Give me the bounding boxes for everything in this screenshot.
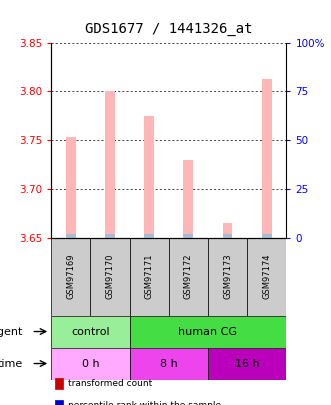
Text: 16 h: 16 h xyxy=(235,358,260,369)
Bar xyxy=(144,234,154,237)
Bar xyxy=(130,237,169,315)
Bar xyxy=(144,116,154,237)
Text: GSM97169: GSM97169 xyxy=(67,254,75,299)
Bar xyxy=(90,237,130,315)
Bar xyxy=(223,223,232,237)
Text: 0 h: 0 h xyxy=(82,358,99,369)
Bar xyxy=(130,315,286,347)
Bar xyxy=(130,347,208,379)
Bar xyxy=(247,237,286,315)
Bar xyxy=(208,347,286,379)
Text: GSM97172: GSM97172 xyxy=(184,254,193,299)
Text: 8 h: 8 h xyxy=(160,358,178,369)
Text: GSM97174: GSM97174 xyxy=(262,254,271,299)
Text: human CG: human CG xyxy=(178,326,237,337)
Text: percentile rank within the sample: percentile rank within the sample xyxy=(68,401,221,405)
Bar xyxy=(51,347,130,379)
Text: time: time xyxy=(0,358,23,369)
Bar xyxy=(66,137,76,237)
Bar xyxy=(223,234,232,237)
Text: GSM97171: GSM97171 xyxy=(145,254,154,299)
Bar xyxy=(262,79,272,237)
Text: GSM97173: GSM97173 xyxy=(223,254,232,299)
Bar xyxy=(262,234,272,237)
Bar xyxy=(183,234,193,237)
Bar xyxy=(51,237,90,315)
Bar xyxy=(169,237,208,315)
Bar xyxy=(105,234,115,237)
Bar xyxy=(105,91,115,237)
Text: control: control xyxy=(71,326,110,337)
Text: transformed count: transformed count xyxy=(68,379,152,388)
Bar xyxy=(66,234,76,237)
Bar xyxy=(183,160,193,237)
Text: agent: agent xyxy=(0,326,23,337)
Bar xyxy=(51,315,130,347)
Bar xyxy=(208,237,247,315)
Text: GDS1677 / 1441326_at: GDS1677 / 1441326_at xyxy=(85,22,253,36)
Text: GSM97170: GSM97170 xyxy=(106,254,115,299)
